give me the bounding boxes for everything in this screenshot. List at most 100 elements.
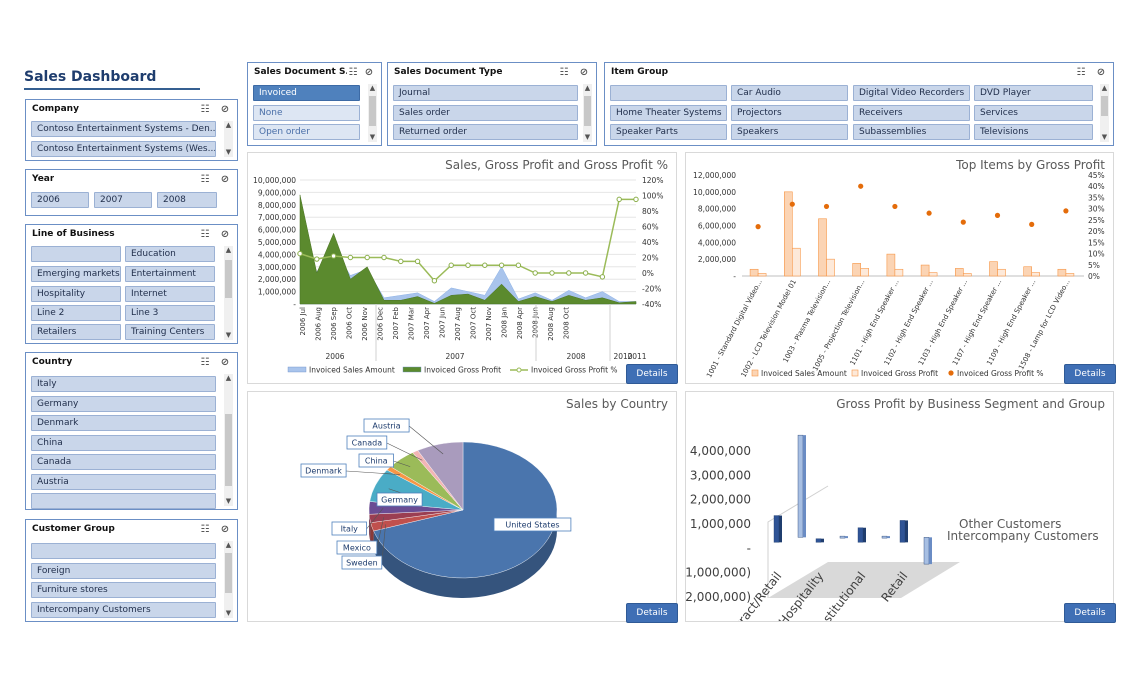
slicer-item[interactable]: Hospitality	[31, 286, 121, 302]
details-button[interactable]: Details	[1064, 364, 1116, 384]
slicer-item[interactable]: Training Centers	[125, 324, 215, 340]
x-tick-label: 2006 Oct	[346, 307, 354, 339]
bar-gross-profit	[1031, 272, 1041, 277]
slicer-item[interactable]: 2007	[94, 192, 152, 208]
slicer-item[interactable]	[31, 493, 216, 509]
y2-tick-label: 5%	[1088, 261, 1100, 270]
clear-filter-icon[interactable]: ⊘	[579, 66, 589, 78]
slicer-item[interactable]: Entertainment	[125, 266, 215, 282]
clear-filter-icon[interactable]: ⊘	[364, 66, 374, 78]
x-tick-label: 2006 Aug	[315, 307, 323, 341]
slicer-item[interactable]: 2008	[157, 192, 217, 208]
y2-tick-label: 25%	[1088, 216, 1105, 225]
slicer-item[interactable]: Internet	[125, 286, 215, 302]
multi-select-icon[interactable]: ☷	[200, 173, 210, 185]
y2-tick-label: 60%	[642, 223, 659, 232]
clear-filter-icon[interactable]: ⊘	[1096, 66, 1106, 78]
scrollbar[interactable]: ▲ ▼	[224, 541, 233, 618]
slicer-item[interactable]: Italy	[31, 376, 216, 392]
slicer-item[interactable]: None	[253, 105, 360, 121]
slicer-item[interactable]: China	[31, 435, 216, 451]
top-items-chart-panel: Top Items by Gross Profit 12,000,000 10,0…	[685, 152, 1116, 384]
slicer-item[interactable]: Speakers	[731, 124, 848, 140]
scrollbar[interactable]: ▲ ▼	[368, 84, 377, 142]
slicer-item[interactable]: Televisions	[974, 124, 1093, 140]
slicer-item[interactable]	[31, 543, 216, 559]
slicer-item[interactable]: Education	[125, 246, 215, 262]
slicer-item[interactable]: Journal	[393, 85, 578, 101]
slicer-item[interactable]: Emerging markets	[31, 266, 121, 282]
multi-select-icon[interactable]: ☷	[200, 356, 210, 368]
y2-tick-label: 35%	[1088, 193, 1105, 202]
slicer-item[interactable]: Contoso Entertainment Systems (Wes...	[31, 141, 216, 157]
scrollbar[interactable]: ▲ ▼	[583, 84, 592, 142]
slicer-title: Customer Group	[32, 524, 115, 534]
data-label-box	[341, 555, 383, 570]
y-tick-label: 2,000,000	[690, 493, 751, 507]
chart-wall	[767, 485, 829, 598]
x-tick-label: 2008 Oct	[563, 307, 571, 339]
details-button[interactable]: Details	[626, 364, 678, 384]
clear-filter-icon[interactable]: ⊘	[220, 173, 230, 185]
data-point	[314, 256, 320, 262]
slicer-item[interactable]: Projectors	[731, 105, 848, 121]
data-point	[616, 196, 622, 203]
slicer-item[interactable]: Furniture stores	[31, 582, 216, 598]
data-label-box	[376, 492, 423, 507]
scrollbar[interactable]: ▲ ▼	[224, 246, 233, 340]
slicer-item[interactable]: Subassemblies	[853, 124, 970, 140]
slicer-item[interactable]: Speaker Parts	[610, 124, 727, 140]
slicer-item[interactable]: Open order	[253, 124, 360, 140]
slicer-item[interactable]: Retailers	[31, 324, 121, 340]
scrollbar[interactable]: ▲ ▼	[224, 121, 233, 157]
multi-select-icon[interactable]: ☷	[200, 523, 210, 535]
slicer-item[interactable]: Contoso Entertainment Systems - Den...	[31, 121, 216, 137]
slicer-item[interactable]: Canada	[31, 454, 216, 470]
slicer-item[interactable]: Denmark	[31, 415, 216, 431]
y-tick-label: 3,000,000	[690, 468, 751, 482]
slicer-item[interactable]: DVD Player	[974, 85, 1093, 101]
slicer-item[interactable]: Germany	[31, 396, 216, 412]
slicer-item[interactable]	[610, 85, 727, 101]
slicer-item[interactable]: Home Theater Systems	[610, 105, 727, 121]
slicer-item[interactable]: Line 3	[125, 305, 215, 321]
dashboard-title: Sales Dashboard	[24, 69, 157, 85]
bar-sales	[1057, 268, 1067, 277]
data-point	[633, 196, 639, 203]
scrollbar[interactable]: ▲ ▼	[224, 374, 233, 506]
slicer-item[interactable]: Sales order	[393, 105, 578, 121]
data-label: United States	[505, 521, 559, 530]
clear-filter-icon[interactable]: ⊘	[220, 356, 230, 368]
slicer-item-selected[interactable]: Invoiced	[253, 85, 360, 101]
clear-filter-icon[interactable]: ⊘	[220, 228, 230, 240]
multi-select-icon[interactable]: ☷	[200, 228, 210, 240]
slicer-item[interactable]: Intercompany Customers	[31, 602, 216, 618]
multi-select-icon[interactable]: ☷	[348, 66, 358, 78]
slicer-item[interactable]: Austria	[31, 474, 216, 490]
slicer-item[interactable]: Digital Video Recorders	[853, 85, 970, 101]
y2-tick-label: -40%	[642, 300, 661, 309]
multi-select-icon[interactable]: ☷	[559, 66, 569, 78]
slicer-item[interactable]: Car Audio	[731, 85, 848, 101]
multi-select-icon[interactable]: ☷	[1076, 66, 1086, 78]
column-side	[779, 515, 782, 543]
slicer-item[interactable]: Receivers	[853, 105, 970, 121]
slicer-item[interactable]: 2006	[31, 192, 89, 208]
slicer-item[interactable]: Services	[974, 105, 1093, 121]
clear-filter-icon[interactable]: ⊘	[220, 523, 230, 535]
x-group-label: 2010	[613, 352, 632, 361]
slicer-item[interactable]: Foreign	[31, 563, 216, 579]
slicer-item[interactable]	[31, 246, 121, 262]
slicer-item[interactable]: Line 2	[31, 305, 121, 321]
scrollbar[interactable]: ▲ ▼	[1100, 84, 1109, 142]
y2-tick-label: 15%	[1088, 238, 1105, 247]
clear-filter-icon[interactable]: ⊘	[220, 103, 230, 115]
data-label-box	[358, 453, 394, 468]
details-button[interactable]: Details	[626, 603, 678, 623]
multi-select-icon[interactable]: ☷	[200, 103, 210, 115]
slicer-item[interactable]: Returned order	[393, 124, 578, 140]
details-button[interactable]: Details	[1064, 603, 1116, 623]
x-tick-label: 2007 Nov	[485, 307, 493, 341]
sales-gross-profit-chart-panel: Sales, Gross Profit and Gross Profit % 1…	[247, 152, 678, 384]
leader-line	[386, 442, 423, 461]
